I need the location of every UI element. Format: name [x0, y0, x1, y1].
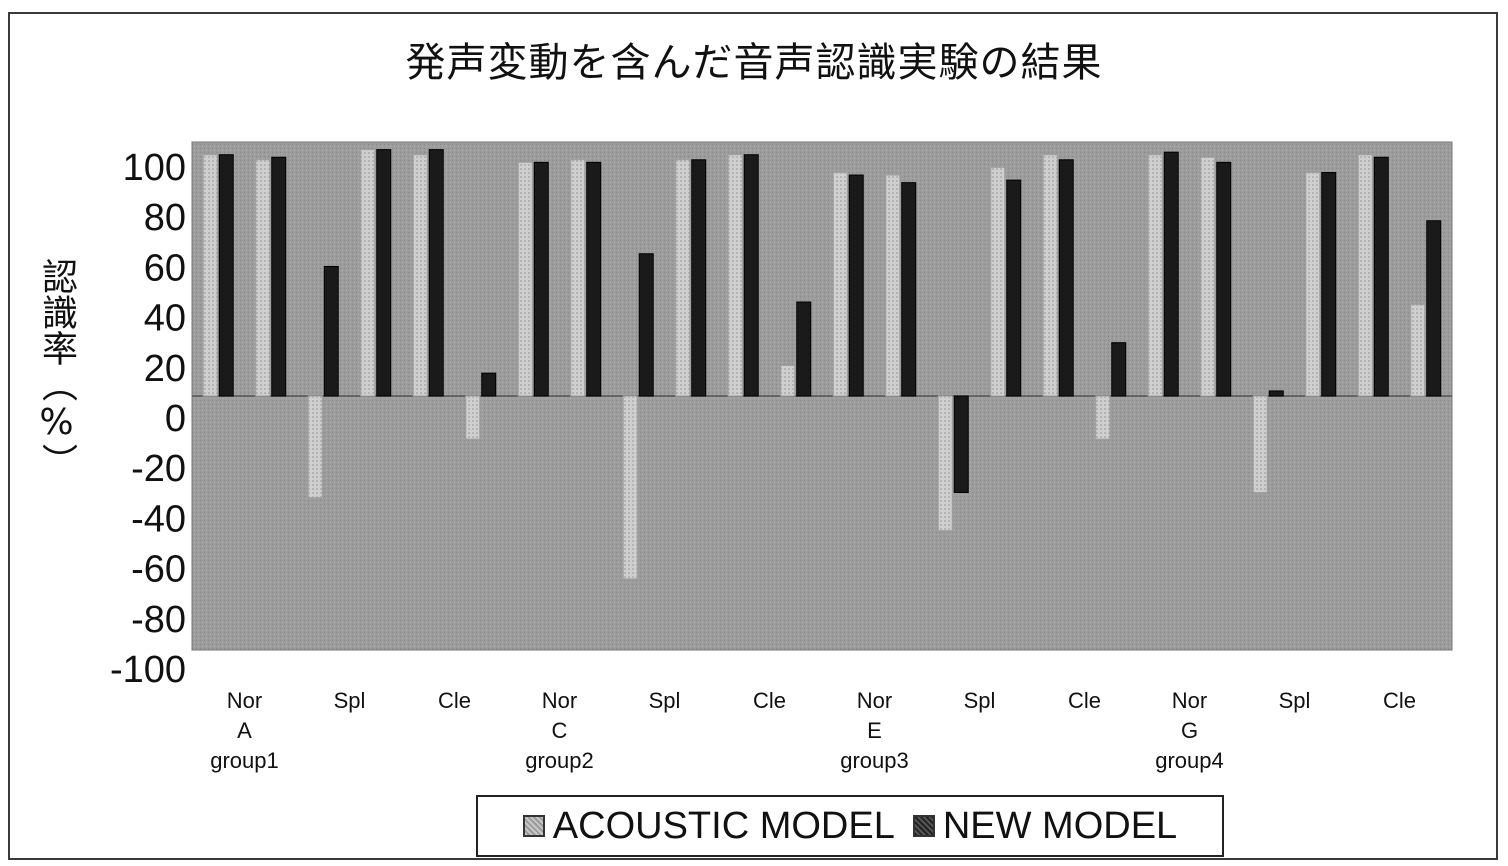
new-model-bar — [743, 154, 759, 397]
x-speaker-label: E — [867, 718, 882, 743]
new-model-bar — [691, 159, 707, 397]
y-tick-label: 100 — [123, 147, 186, 189]
x-speaker-label: C — [552, 718, 568, 743]
acoustic-bar — [675, 159, 691, 397]
new-model-bar — [271, 156, 287, 397]
x-category-label: Nor — [857, 688, 892, 713]
acoustic-bar — [570, 159, 586, 397]
y-tick-label: 80 — [144, 197, 186, 239]
acoustic-bar — [1357, 154, 1373, 397]
x-category-label: Cle — [753, 688, 786, 713]
acoustic-bar — [1305, 171, 1321, 397]
new-model-bar — [376, 149, 392, 397]
new-model-bar — [1058, 159, 1074, 397]
new-model-bar — [1268, 390, 1284, 397]
y-tick-label: -60 — [131, 549, 186, 591]
new-model-bar — [428, 149, 444, 397]
acoustic-bar — [307, 395, 323, 499]
x-speaker-label: G — [1181, 718, 1198, 743]
y-tick-label: 60 — [144, 247, 186, 289]
new-model-bar — [638, 253, 654, 397]
legend-item-new: NEW MODEL — [912, 804, 1178, 848]
x-category-label: Nor — [227, 688, 262, 713]
acoustic-bar — [1147, 154, 1163, 397]
x-category-label: Spl — [964, 688, 996, 713]
legend-label-new: NEW MODEL — [942, 804, 1178, 847]
acoustic-bar — [202, 154, 218, 397]
y-tick-label: -80 — [131, 599, 186, 641]
y-tick-label: 40 — [144, 298, 186, 340]
new-model-bar — [481, 372, 497, 397]
x-category-label: Spl — [1279, 688, 1311, 713]
new-model-bar — [586, 161, 602, 397]
new-model-bar — [953, 395, 969, 494]
new-model-bar — [533, 161, 549, 397]
legend-swatch-new — [912, 815, 935, 837]
x-group-label: group3 — [840, 748, 909, 773]
x-category-label: Nor — [1172, 688, 1207, 713]
x-speaker-label: A — [237, 718, 252, 743]
acoustic-bar — [360, 149, 376, 397]
new-model-bar — [1216, 161, 1232, 397]
new-model-bar — [1373, 156, 1389, 397]
acoustic-bar — [622, 395, 638, 580]
y-tick-label: -20 — [131, 448, 186, 490]
x-category-label: Cle — [1383, 688, 1416, 713]
x-group-label: group1 — [210, 748, 279, 773]
acoustic-bar — [832, 171, 848, 397]
acoustic-bar — [517, 161, 533, 397]
y-tick-label: 20 — [144, 348, 186, 390]
new-model-bar — [848, 174, 864, 397]
chart-frame — [8, 12, 1498, 860]
x-group-label: group2 — [525, 748, 594, 773]
acoustic-bar — [1252, 395, 1268, 494]
acoustic-bar — [885, 174, 901, 397]
acoustic-bar — [990, 166, 1006, 397]
legend-label-acoustic: ACOUSTIC MODEL — [552, 804, 895, 847]
y-tick-label: -40 — [131, 498, 186, 540]
new-model-bar — [1111, 342, 1127, 397]
new-model-bar — [1006, 179, 1022, 397]
new-model-bar — [796, 301, 812, 397]
legend-item-acoustic: ACOUSTIC MODEL — [522, 804, 895, 848]
acoustic-bar — [1410, 304, 1426, 397]
y-tick-label: -100 — [110, 649, 186, 691]
acoustic-bar — [1200, 156, 1216, 397]
acoustic-bar — [255, 159, 271, 397]
acoustic-bar — [937, 395, 953, 532]
x-category-label: Spl — [649, 688, 681, 713]
acoustic-bar — [1095, 395, 1111, 440]
x-category-label: Cle — [438, 688, 471, 713]
x-category-label: Spl — [334, 688, 366, 713]
acoustic-bar — [412, 154, 428, 397]
legend: ACOUSTIC MODEL NEW MODEL — [476, 795, 1224, 857]
new-model-bar — [1426, 220, 1442, 397]
new-model-bar — [1321, 171, 1337, 397]
x-category-label: Cle — [1068, 688, 1101, 713]
x-group-label: group4 — [1155, 748, 1224, 773]
new-model-bar — [901, 182, 917, 397]
new-model-bar — [1163, 151, 1179, 397]
y-axis-label: 認識率（%） — [36, 258, 77, 479]
new-model-bar — [218, 154, 234, 397]
new-model-bar — [323, 265, 339, 397]
acoustic-bar — [1042, 154, 1058, 397]
acoustic-bar — [465, 395, 481, 440]
x-category-label: Nor — [542, 688, 577, 713]
legend-swatch-acoustic — [522, 815, 545, 837]
chart-title: 発声変動を含んだ音声認識実験の結果 — [405, 40, 1103, 86]
acoustic-bar — [727, 154, 743, 397]
y-tick-label: 0 — [165, 398, 186, 440]
acoustic-bar — [780, 365, 796, 397]
